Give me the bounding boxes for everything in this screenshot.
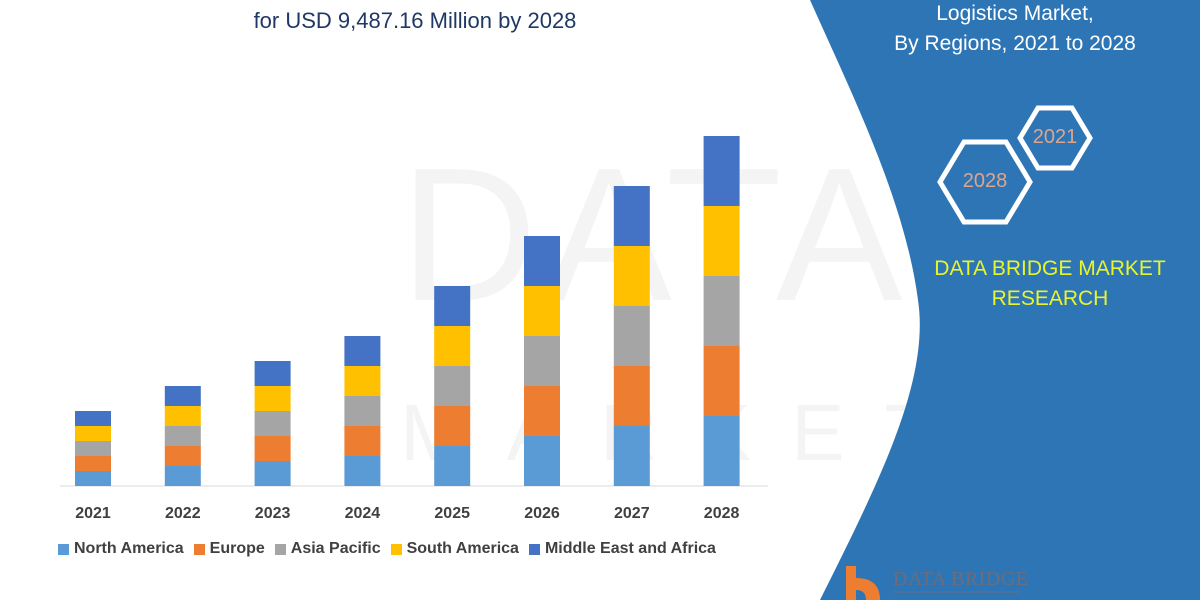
x-tick-label: 2023	[255, 505, 291, 522]
bar-2026-north-america	[524, 436, 560, 486]
bar-2024-south-america	[344, 366, 381, 396]
bar-2027-asia-pacific	[613, 306, 650, 366]
bar-2023-south-america	[254, 386, 291, 411]
bar-2022-middle-east-and-africa	[164, 386, 201, 406]
legend-label: Middle East and Africa	[544, 540, 716, 557]
bar-2025-middle-east-and-africa	[434, 286, 471, 326]
bar-2027-middle-east-and-africa	[613, 186, 650, 246]
legend-label: Europe	[209, 540, 265, 557]
x-tick-label: 2021	[75, 505, 111, 522]
bar-2021-north-america	[75, 471, 111, 486]
side-title-line2: By Regions, 2021 to 2028	[894, 32, 1136, 55]
logo-text: DATA BRIDGE	[893, 568, 1029, 590]
hex-label-2021: 2021	[1032, 126, 1078, 148]
side-title-line1: Logistics Market,	[936, 2, 1094, 25]
bar-2028-north-america	[703, 416, 740, 486]
chart-title: for USD 9,487.16 Million by 2028	[253, 8, 577, 33]
x-tick-label: 2028	[704, 505, 740, 522]
logo-icon	[846, 566, 880, 600]
bar-2023-north-america	[254, 461, 291, 486]
x-tick-label: 2022	[165, 505, 201, 522]
bar-2028-europe	[703, 346, 740, 416]
bar-2026-middle-east-and-africa	[524, 236, 560, 286]
bar-2024-north-america	[344, 456, 381, 486]
bar-2024-middle-east-and-africa	[344, 336, 381, 366]
side-panel	[810, 0, 1200, 600]
bar-2025-asia-pacific	[434, 366, 471, 406]
bar-2022-north-america	[164, 466, 201, 486]
brand-line1: DATA BRIDGE MARKET	[934, 257, 1166, 280]
legend-item: South America	[390, 540, 519, 558]
bar-2021-europe	[75, 456, 111, 471]
legend-label: Asia Pacific	[290, 540, 381, 557]
x-tick-label: 2027	[614, 505, 650, 522]
legend-swatch	[58, 543, 69, 555]
bar-2026-europe	[524, 386, 560, 436]
legend-swatch	[390, 543, 402, 555]
legend-label: South America	[406, 540, 519, 557]
x-tick-label: 2025	[434, 505, 470, 522]
bar-2022-south-america	[164, 406, 201, 426]
legend-swatch	[528, 543, 540, 555]
bar-2021-asia-pacific	[75, 441, 111, 456]
legend-item: Middle East and Africa	[528, 540, 716, 558]
bar-2026-asia-pacific	[524, 336, 560, 386]
legend-swatch	[193, 543, 205, 555]
legend: North America Europe Asia Pacific South Ame…	[58, 540, 716, 558]
hex-label-2028: 2028	[962, 170, 1008, 192]
bar-2021-south-america	[75, 426, 111, 441]
x-tick-label: 2026	[524, 505, 560, 522]
bar-2025-north-america	[434, 446, 471, 486]
hex-2021	[1017, 105, 1093, 171]
legend-item: Asia Pacific	[274, 540, 381, 558]
bar-2022-europe	[164, 446, 201, 466]
bar-2027-europe	[613, 366, 650, 426]
bar-2023-asia-pacific	[254, 411, 291, 436]
bar-2023-middle-east-and-africa	[254, 361, 291, 386]
bar-2027-south-america	[613, 246, 650, 306]
bar-2025-europe	[434, 406, 471, 446]
bar-2021-middle-east-and-africa	[75, 411, 111, 426]
bar-2024-asia-pacific	[344, 396, 381, 426]
legend-swatch	[274, 543, 286, 555]
brand-line2: RESEARCH	[991, 287, 1109, 310]
bar-2025-south-america	[434, 326, 471, 366]
bar-2028-asia-pacific	[703, 276, 740, 346]
bar-2024-europe	[344, 426, 381, 456]
legend-item: Europe	[193, 540, 265, 558]
hex-2028	[937, 139, 1033, 225]
bar-2023-europe	[254, 436, 291, 461]
bar-2027-north-america	[613, 426, 650, 486]
legend-label: North America	[74, 540, 184, 557]
bar-2026-south-america	[524, 286, 560, 336]
x-tick-label: 2024	[345, 505, 381, 522]
bar-2028-south-america	[703, 206, 740, 276]
legend-item: North America	[58, 540, 184, 558]
bar-2028-middle-east-and-africa	[703, 136, 740, 206]
bar-2022-asia-pacific	[164, 426, 201, 446]
